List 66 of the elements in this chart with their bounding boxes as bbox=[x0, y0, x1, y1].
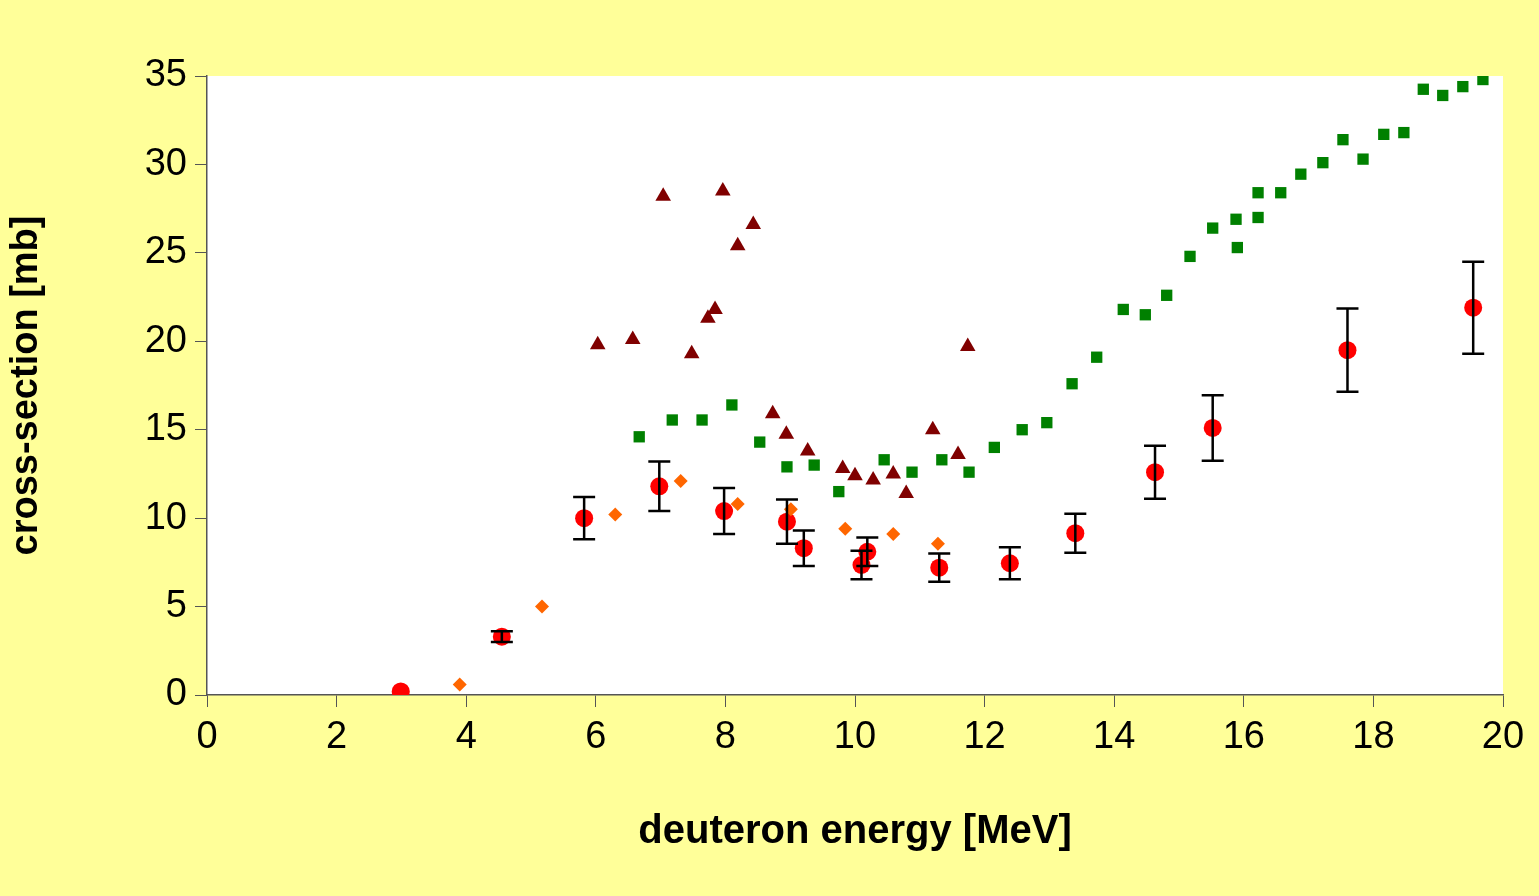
x-tick-label: 16 bbox=[1222, 714, 1265, 757]
point bbox=[930, 536, 945, 551]
point bbox=[1117, 303, 1129, 316]
point bbox=[1207, 222, 1219, 234]
point bbox=[963, 466, 975, 478]
y-tick-label: 0 bbox=[165, 671, 187, 714]
point bbox=[1275, 187, 1287, 199]
point bbox=[1457, 80, 1469, 93]
x-tick-label: 8 bbox=[714, 714, 736, 757]
x-tick-label: 14 bbox=[1093, 714, 1136, 757]
point bbox=[535, 599, 550, 614]
x-tick-label: 4 bbox=[455, 714, 477, 757]
point bbox=[886, 527, 901, 542]
point bbox=[730, 496, 745, 511]
point bbox=[1317, 157, 1329, 169]
point bbox=[781, 461, 793, 473]
x-tick-label: 0 bbox=[196, 714, 218, 757]
point bbox=[936, 454, 948, 466]
point bbox=[1231, 241, 1243, 254]
x-tick-label: 20 bbox=[1481, 714, 1525, 757]
point bbox=[1066, 378, 1078, 390]
x-tick-label: 2 bbox=[326, 714, 348, 757]
point bbox=[808, 459, 820, 471]
point bbox=[988, 441, 1000, 454]
y-axis-title: cross-section [mb] bbox=[3, 215, 46, 556]
point bbox=[673, 474, 688, 488]
x-tick-label: 12 bbox=[963, 714, 1006, 757]
point bbox=[633, 431, 645, 443]
point bbox=[878, 454, 890, 466]
x-tick-label: 10 bbox=[833, 714, 877, 757]
x-axis-title: deuteron energy [MeV] bbox=[638, 807, 1072, 852]
y-tick-label: 30 bbox=[144, 140, 187, 183]
point bbox=[1398, 126, 1410, 139]
point bbox=[833, 485, 845, 498]
point bbox=[1041, 416, 1053, 429]
point bbox=[1016, 424, 1028, 436]
y-tick-label: 35 bbox=[144, 52, 187, 95]
point bbox=[696, 414, 708, 426]
point bbox=[1477, 76, 1489, 86]
point bbox=[726, 399, 738, 411]
point bbox=[838, 521, 853, 536]
point bbox=[452, 677, 467, 692]
point bbox=[666, 414, 678, 426]
point bbox=[1139, 309, 1151, 321]
y-tick-label: 25 bbox=[144, 229, 187, 272]
point bbox=[1378, 128, 1390, 141]
point bbox=[608, 507, 623, 522]
point bbox=[1161, 289, 1173, 301]
point bbox=[1252, 187, 1264, 199]
point bbox=[1230, 213, 1242, 225]
point bbox=[754, 436, 766, 448]
y-tick-label: 5 bbox=[165, 583, 187, 626]
point bbox=[1091, 351, 1103, 363]
point bbox=[1184, 250, 1196, 263]
point bbox=[1357, 153, 1369, 165]
point bbox=[1295, 168, 1307, 180]
x-tick-label: 18 bbox=[1352, 714, 1395, 757]
y-tick-label: 15 bbox=[144, 406, 187, 449]
point bbox=[1337, 134, 1349, 146]
y-tick-label: 10 bbox=[144, 494, 187, 537]
point bbox=[906, 466, 918, 478]
y-tick-label: 20 bbox=[144, 317, 187, 360]
point bbox=[1417, 83, 1429, 95]
point bbox=[1252, 211, 1264, 224]
point bbox=[1437, 89, 1449, 102]
x-tick-label: 6 bbox=[585, 714, 607, 757]
